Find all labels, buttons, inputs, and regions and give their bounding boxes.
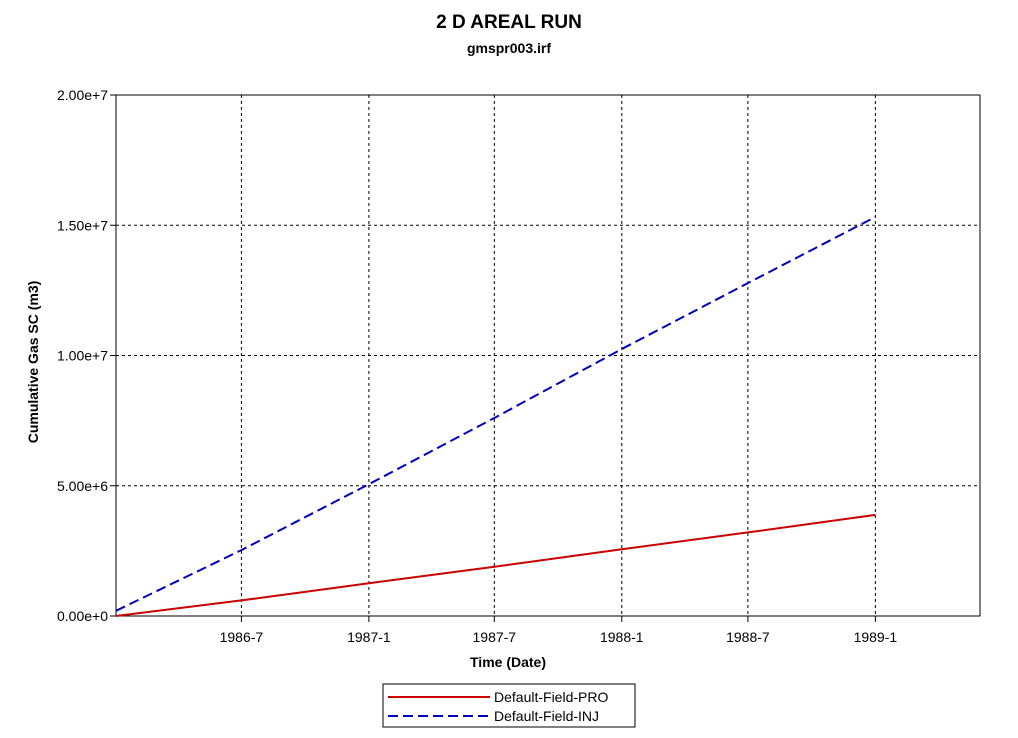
legend: Default-Field-PRO Default-Field-INJ [382, 683, 636, 728]
grid-lines [116, 95, 980, 616]
x-tick-label: 1989-1 [854, 629, 898, 645]
x-tick-label: 1988-1 [600, 629, 644, 645]
y-tick-label: 1.00e+7 [57, 348, 108, 364]
y-axis-label: Cumulative Gas SC (m3) [25, 281, 41, 444]
y-tick-label: 5.00e+6 [57, 478, 108, 494]
x-tick-label: 1986-7 [220, 629, 264, 645]
legend-label: Default-Field-INJ [494, 708, 599, 724]
legend-box [382, 683, 636, 728]
legend-label: Default-Field-PRO [494, 689, 608, 705]
y-tick-label: 2.00e+7 [57, 87, 108, 103]
series-line-default-field-pro [115, 513, 876, 617]
axis-ticks: 0.00e+0 5.00e+6 1.00e+7 1.50e+7 2.00e+7 1986-… [57, 87, 897, 645]
x-tick-label: 1987-1 [347, 629, 391, 645]
y-tick-label: 0.00e+0 [57, 608, 108, 624]
chart-title: 2 D AREAL RUN [436, 12, 582, 33]
chart-subtitle: gmspr003.irf [467, 40, 551, 56]
x-axis-label: Time (Date) [470, 654, 546, 670]
x-tick-label: 1987-7 [473, 629, 517, 645]
series-line-default-field-inj [115, 216, 876, 612]
y-tick-label: 1.50e+7 [57, 217, 108, 233]
series-lines [115, 216, 876, 617]
x-tick-label: 1988-7 [726, 629, 770, 645]
